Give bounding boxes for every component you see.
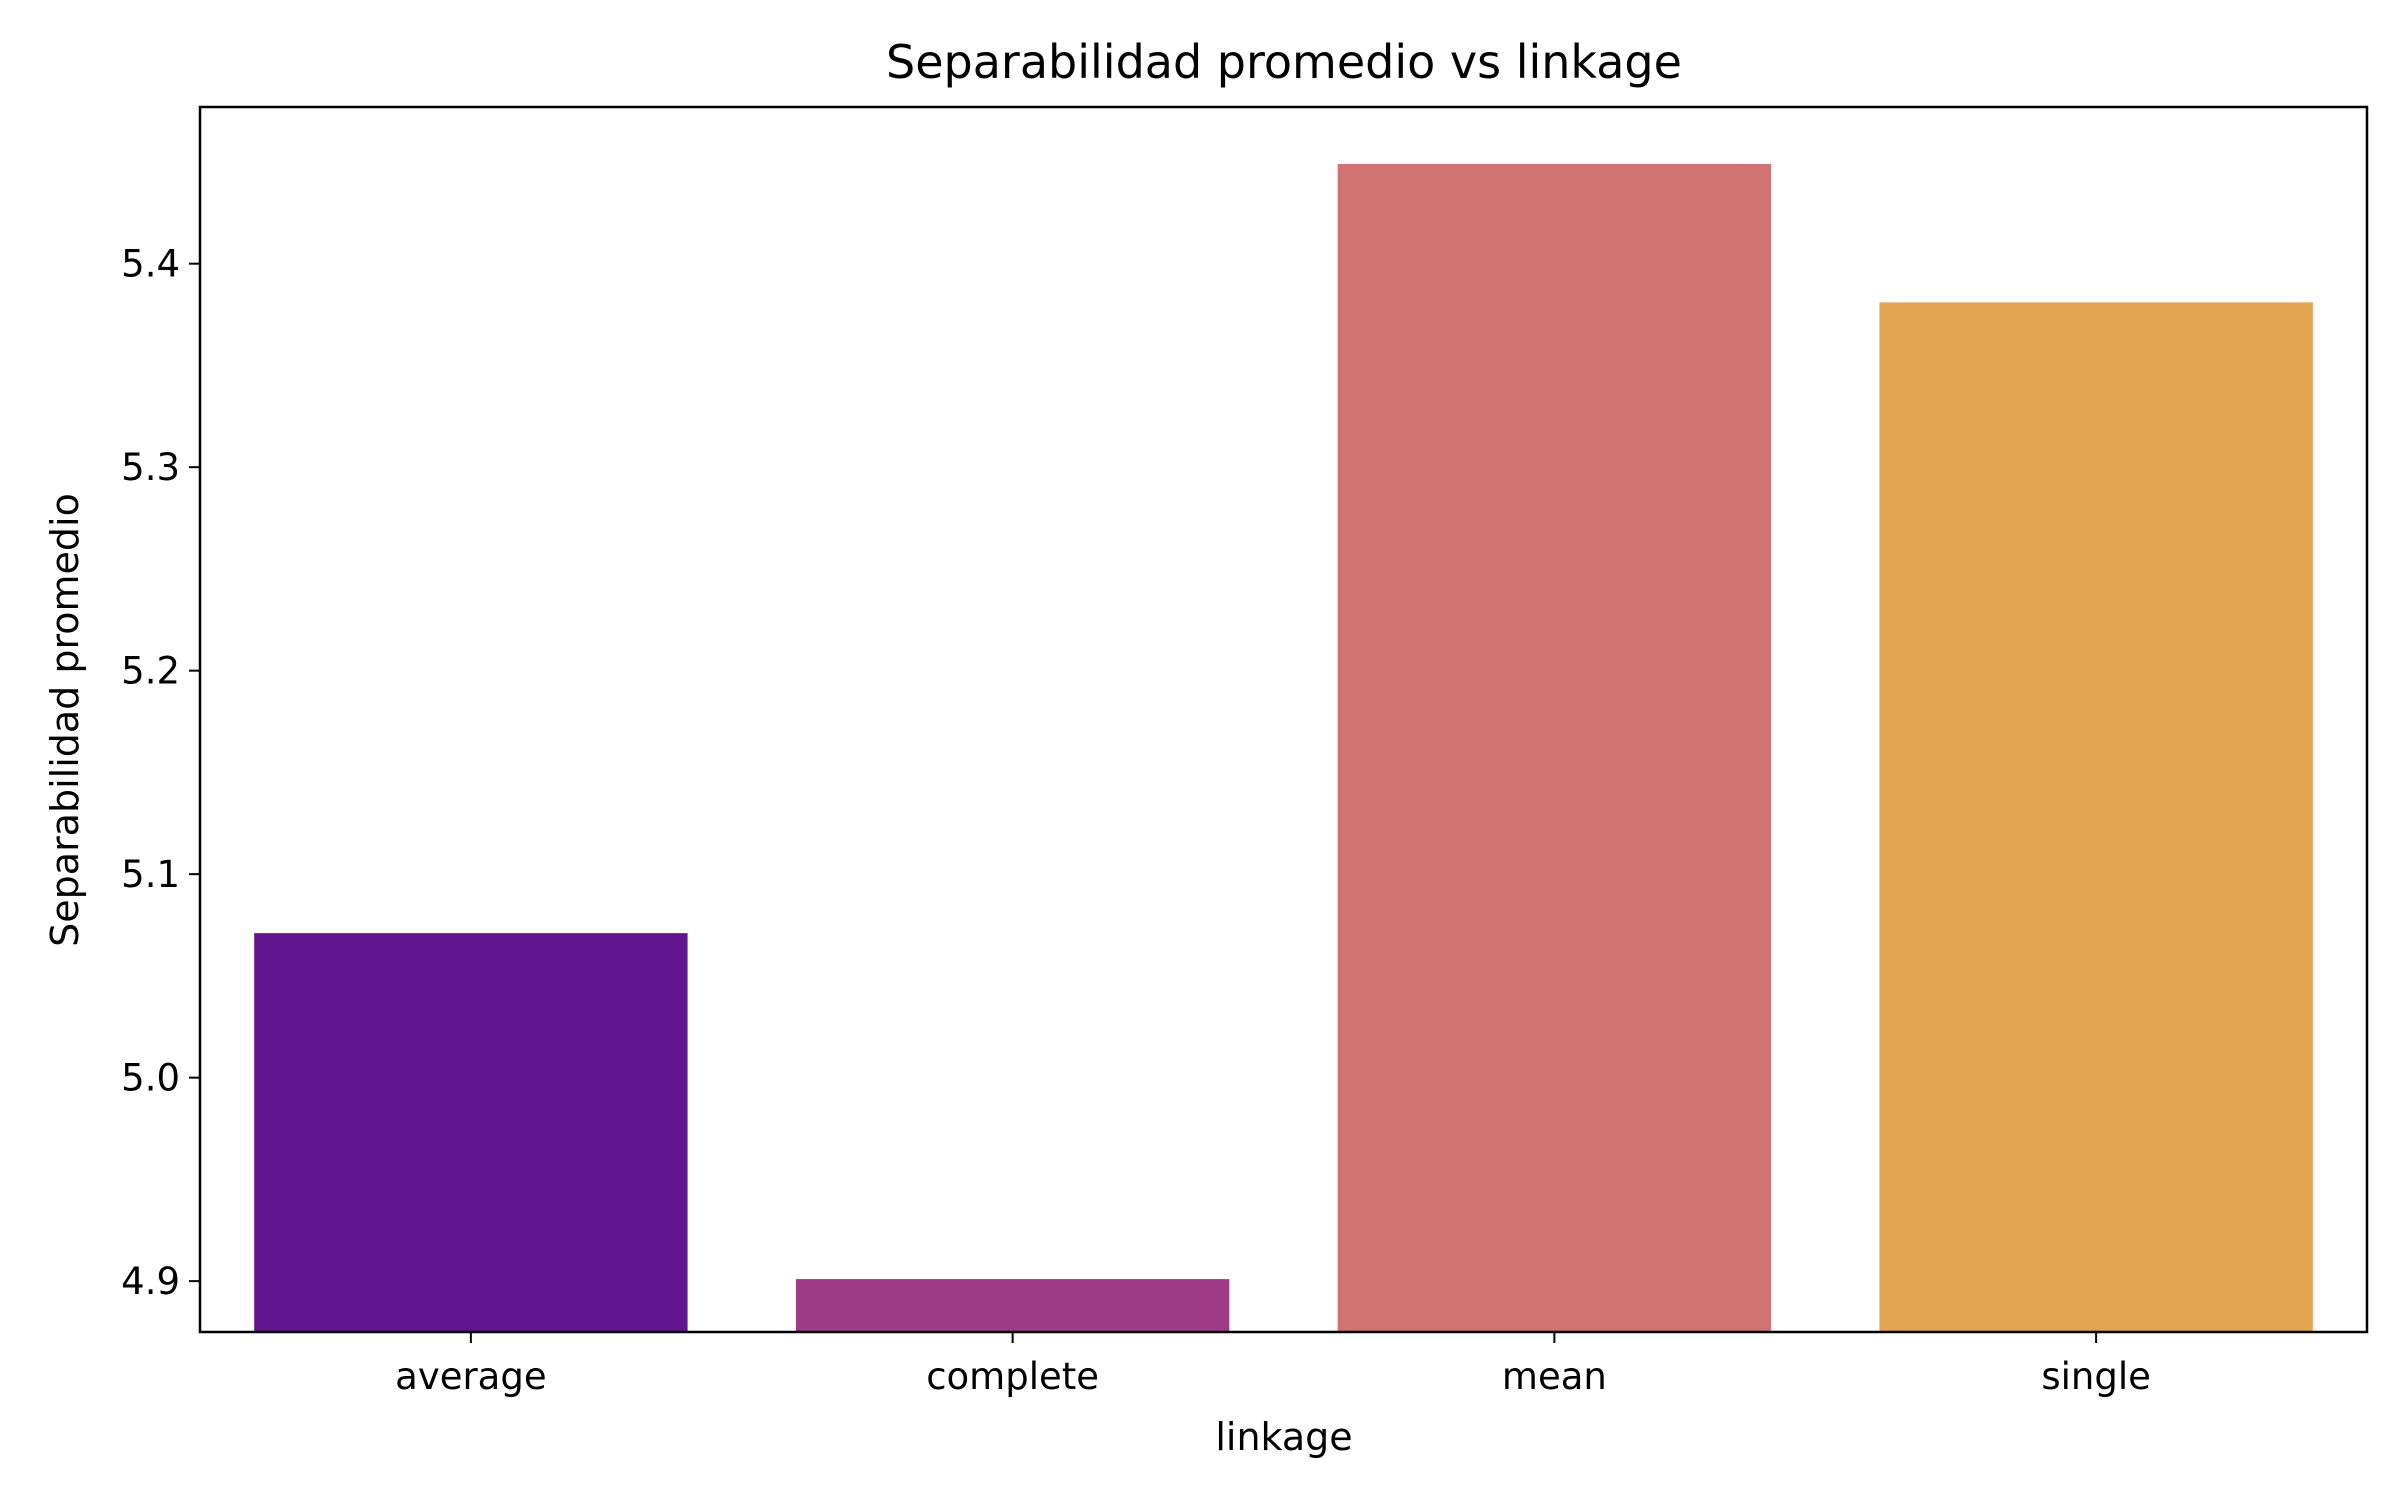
y-axis-label: Separabilidad promedio — [43, 493, 87, 947]
bars-group — [254, 163, 2313, 1332]
plot-area-frame — [198, 105, 2369, 1334]
x-axis-ticks: average complete mean single — [395, 1332, 2151, 1398]
y-tick-label: 5.4 — [121, 243, 180, 286]
x-tick-label: mean — [1502, 1355, 1607, 1398]
bar-single — [1879, 302, 2313, 1332]
y-tick-label: 5.2 — [121, 650, 180, 693]
y-tick-label: 5.1 — [121, 853, 180, 896]
bar-average — [254, 933, 688, 1332]
y-tick-label: 4.9 — [121, 1260, 180, 1303]
chart-title: Separabilidad promedio vs linkage — [886, 35, 1682, 89]
bar-complete — [795, 1279, 1230, 1332]
x-tick-label: single — [2041, 1355, 2151, 1398]
y-tick-label: 5.0 — [121, 1057, 180, 1100]
y-axis-ticks: 4.9 5.0 5.1 5.2 5.3 5.4 — [121, 243, 200, 1303]
y-tick-label: 5.3 — [121, 446, 180, 489]
x-tick-label: complete — [926, 1355, 1099, 1398]
x-tick-label: average — [395, 1355, 546, 1398]
x-axis-label: linkage — [1215, 1415, 1352, 1459]
bar-mean — [1337, 163, 1772, 1332]
